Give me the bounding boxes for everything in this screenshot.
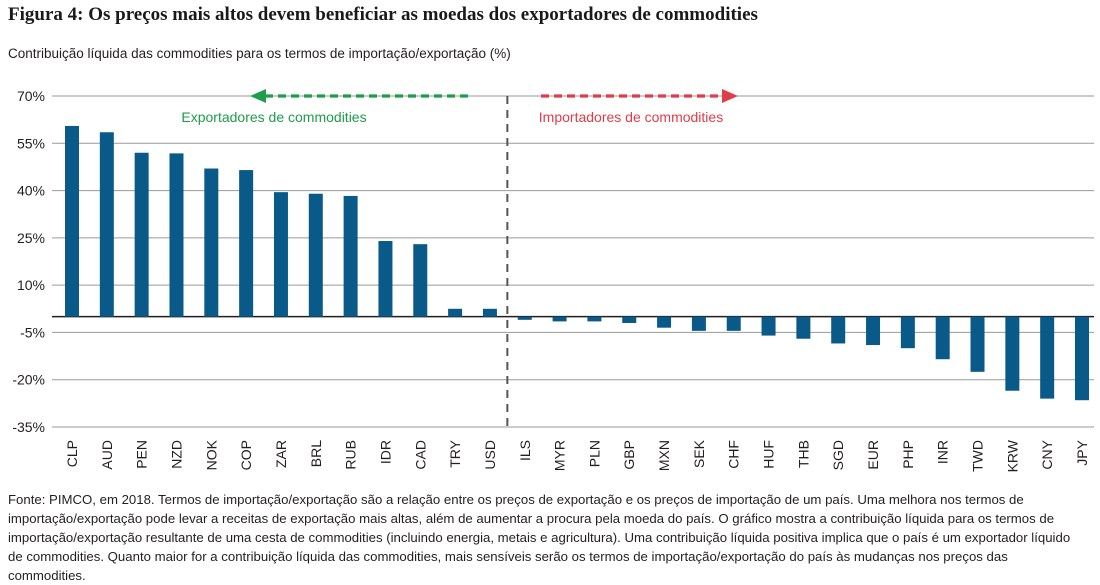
- x-tick-label: SGD: [830, 440, 846, 470]
- bar: [308, 193, 323, 317]
- x-tick-label: USD: [482, 440, 498, 470]
- bar-chart: 70% 55% 40% 25% 10% -5% -20% -35% Exportadores …: [12, 88, 1094, 472]
- bar: [726, 316, 741, 331]
- y-tick-label: 70%: [17, 88, 45, 104]
- x-tick-label: TWD: [970, 440, 986, 472]
- bar: [343, 195, 358, 317]
- bar: [552, 316, 567, 322]
- bar: [691, 316, 706, 331]
- bar: [1005, 316, 1020, 391]
- x-tick-label: CHF: [726, 440, 742, 469]
- x-tick-label: PLN: [586, 440, 602, 467]
- bar: [866, 316, 881, 346]
- figure-title: Figura 4: Os preços mais altos devem ben…: [8, 4, 758, 25]
- x-tick-label: BRL: [308, 440, 324, 467]
- x-tick-label: RUB: [343, 440, 359, 470]
- bar: [482, 308, 497, 317]
- y-tick-label: -35%: [12, 419, 45, 435]
- x-tick-label: ILS: [517, 440, 533, 461]
- bar: [65, 125, 79, 317]
- bar: [796, 316, 811, 339]
- importers-arrow-head: [722, 89, 738, 103]
- x-tick-label: TRY: [447, 439, 463, 467]
- x-tick-label: NOK: [203, 439, 219, 470]
- source-note: Fonte: PIMCO, em 2018. Termos de importa…: [8, 492, 1071, 583]
- bar: [273, 192, 288, 317]
- x-tick-label: PEN: [134, 440, 150, 469]
- bar: [935, 316, 950, 360]
- importers-label: Importadores de commodities: [539, 109, 723, 125]
- bar: [900, 316, 915, 349]
- x-tick-label: IDR: [377, 440, 393, 464]
- x-tick-label: HUF: [761, 440, 777, 469]
- x-tick-label: NZD: [168, 440, 184, 469]
- bar: [517, 316, 532, 320]
- x-tick-label: CLP: [64, 440, 80, 467]
- y-tick-label: 40%: [17, 183, 45, 199]
- x-tick-label: AUD: [99, 440, 115, 470]
- bar: [413, 244, 428, 317]
- x-tick-label: INR: [935, 440, 951, 464]
- y-tick-label: 10%: [17, 277, 45, 293]
- bar: [99, 132, 114, 317]
- exporters-arrow-head: [250, 89, 266, 103]
- bar: [204, 168, 219, 317]
- y-tick-label: -20%: [12, 372, 45, 388]
- x-tick-label: GBP: [621, 440, 637, 470]
- x-tick-label: ZAR: [273, 440, 289, 468]
- bar: [970, 316, 985, 372]
- x-tick-label: JPY: [1074, 439, 1090, 465]
- bar: [448, 308, 463, 317]
- x-tick-label: CNY: [1039, 439, 1055, 469]
- bar: [1075, 316, 1089, 401]
- x-tick-label: THB: [795, 440, 811, 468]
- bar: [657, 316, 672, 328]
- x-tick-label: EUR: [865, 440, 881, 470]
- bar: [378, 241, 393, 317]
- x-tick-label: CAD: [412, 440, 428, 470]
- y-tick-label: 55%: [17, 135, 45, 151]
- exporters-label: Exportadores de commodities: [181, 109, 366, 125]
- x-tick-label: SEK: [691, 439, 707, 468]
- x-tick-label: MYR: [552, 440, 568, 471]
- x-tick-label: PHP: [900, 440, 916, 469]
- x-tick-label: COP: [238, 440, 254, 470]
- bar: [831, 316, 846, 344]
- bar: [239, 170, 254, 317]
- y-tick-label: 25%: [17, 230, 45, 246]
- x-tick-label: KRW: [1004, 439, 1020, 472]
- figure-subtitle: Contribuição líquida das commodities par…: [8, 46, 511, 61]
- bar: [1040, 316, 1055, 399]
- bar: [587, 316, 602, 322]
- bar: [622, 316, 637, 323]
- bar: [169, 153, 184, 317]
- bar: [134, 152, 149, 317]
- bar: [761, 316, 776, 336]
- x-tick-label: MXN: [656, 440, 672, 471]
- y-tick-label: -5%: [20, 324, 45, 340]
